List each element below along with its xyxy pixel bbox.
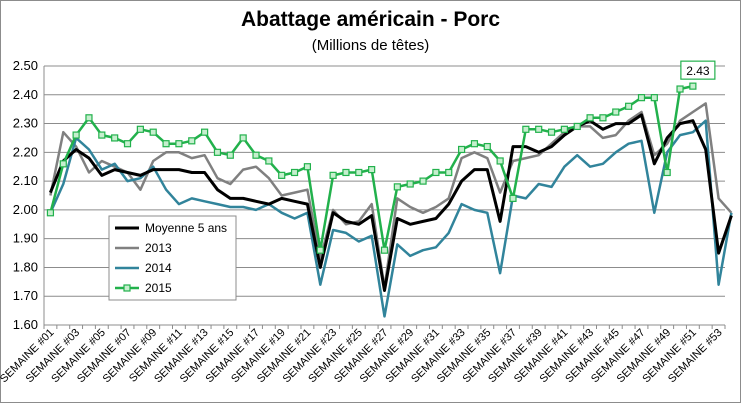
series-line-moyenne-5-ans <box>49 113 733 292</box>
series-marker-2015 <box>586 114 594 122</box>
legend-label: 2013 <box>145 241 172 255</box>
series-marker-2015 <box>509 194 517 202</box>
y-tick-label: 2.20 <box>13 144 38 159</box>
series-marker-2015 <box>136 125 144 133</box>
series-line-2014 <box>49 119 733 318</box>
series-lines <box>46 82 733 318</box>
series-marker-2015 <box>239 134 247 142</box>
series-marker-2015 <box>573 122 581 131</box>
series-marker-2015 <box>522 125 530 133</box>
series-marker-2015 <box>676 85 684 93</box>
series-marker-2015 <box>637 94 646 102</box>
series-marker-2015 <box>547 128 556 136</box>
data-labels: 2.43 <box>680 60 716 80</box>
series-marker-2015 <box>290 168 299 177</box>
series-marker-2015 <box>689 82 697 90</box>
y-tick-label: 2.00 <box>13 202 38 217</box>
y-tick-label: 1.70 <box>13 288 38 303</box>
series-marker-2015 <box>535 125 543 133</box>
series-marker-2015 <box>329 171 337 179</box>
series-marker-2015 <box>355 168 363 177</box>
series-marker-2015 <box>213 148 222 156</box>
series-marker-2015 <box>445 168 453 177</box>
y-tick-label: 2.40 <box>13 87 38 102</box>
series-marker-2015 <box>188 137 196 145</box>
series-marker-2015 <box>98 131 106 139</box>
series-marker-2015 <box>72 131 80 139</box>
series-marker-2015 <box>650 94 658 102</box>
series-marker-2015 <box>278 171 286 179</box>
series-marker-2015 <box>201 128 209 136</box>
data-label-2015-last: 2.43 <box>686 64 710 78</box>
series-marker-2015 <box>59 160 67 168</box>
legend-label: Moyenne 5 ans <box>145 221 227 235</box>
y-tick-label: 1.60 <box>13 317 38 332</box>
series-marker-2015 <box>123 140 132 148</box>
data-label-box <box>680 60 716 80</box>
series-marker-2015 <box>483 142 491 151</box>
series-marker-2015 <box>149 128 157 136</box>
series-marker-2015 <box>432 168 440 177</box>
series-marker-2015 <box>316 246 324 254</box>
series-marker-2015 <box>252 151 260 159</box>
series-marker-2015 <box>625 102 633 110</box>
series-marker-2015 <box>496 157 504 165</box>
series-marker-2015 <box>406 180 414 188</box>
series-marker-2015 <box>663 168 671 177</box>
series-marker-2015 <box>85 114 93 122</box>
legend-label: 2014 <box>145 261 172 275</box>
chart-subtitle: (Millions de têtes) <box>311 37 430 54</box>
legend-marker <box>123 284 131 292</box>
legend-label: 2015 <box>145 281 172 295</box>
series-marker-2015 <box>599 114 607 122</box>
y-tick-label: 2.10 <box>13 173 38 188</box>
series-marker-2015 <box>226 151 234 159</box>
y-tick-label: 1.90 <box>13 231 38 246</box>
series-marker-2015 <box>457 145 466 154</box>
chart-title: Abattage américain - Porc <box>240 8 501 31</box>
series-marker-2015 <box>175 140 183 148</box>
y-axis: 1.60 1.70 1.80 1.90 2.00 2.10 2.20 2.30 2.40 2.50 <box>13 58 45 332</box>
series-marker-2015 <box>111 134 119 142</box>
series-marker-2015 <box>560 125 568 133</box>
series-marker-2015 <box>380 246 389 254</box>
series-marker-2015 <box>393 183 401 191</box>
series-line-2013 <box>49 102 733 289</box>
series-marker-2015 <box>612 108 620 116</box>
y-tick-label: 2.50 <box>13 58 38 73</box>
series-marker-2015 <box>162 140 170 148</box>
series-marker-2015 <box>368 166 376 174</box>
y-tick-label: 2.30 <box>13 116 38 131</box>
series-marker-2015 <box>419 177 427 185</box>
series-marker-2015 <box>303 163 312 171</box>
series-marker-2015 <box>342 168 350 177</box>
series-marker-2015 <box>46 209 55 217</box>
legend: Moyenne 5 ans 2013 2014 2015 <box>108 215 237 301</box>
y-tick-label: 1.80 <box>13 259 38 274</box>
series-marker-2015 <box>265 157 273 165</box>
series-marker-2015 <box>470 140 479 148</box>
